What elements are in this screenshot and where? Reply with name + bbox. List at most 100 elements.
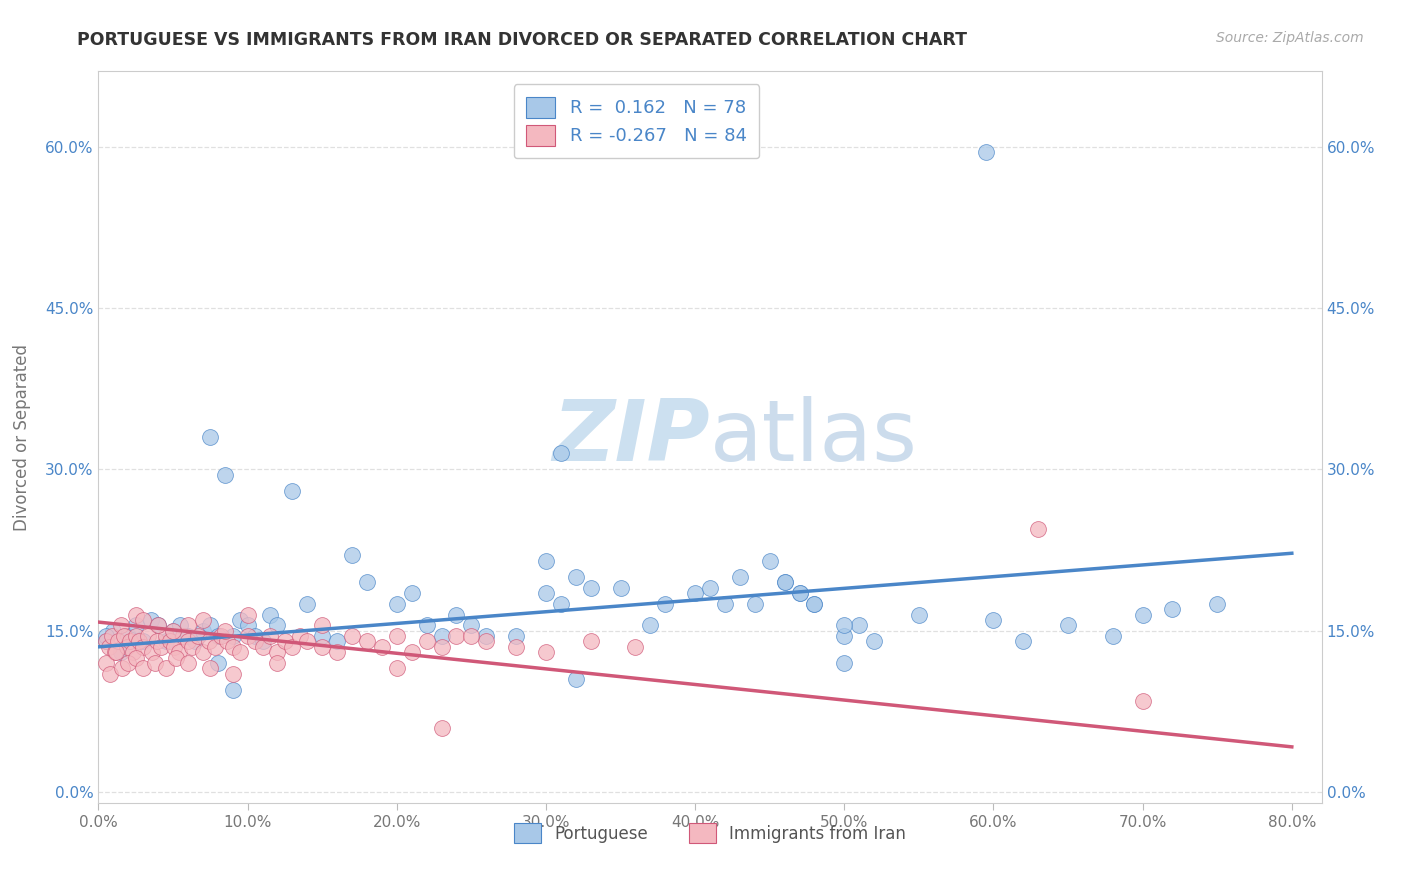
Point [550, 446, 572, 460]
Point [191, 613, 214, 627]
Point [177, 634, 200, 648]
Point [162, 624, 184, 638]
Point [983, 613, 1005, 627]
Point [430, 721, 453, 735]
Point [177, 629, 200, 643]
Point [281, 640, 304, 654]
Point [534, 554, 557, 568]
Point [94, 656, 117, 670]
Point [97, 640, 120, 654]
Point [274, 634, 297, 648]
Point [579, 581, 602, 595]
Point [832, 629, 855, 643]
Point [243, 634, 266, 648]
Point [1132, 607, 1154, 622]
Point [221, 666, 243, 681]
Point [974, 145, 997, 159]
Point [177, 618, 200, 632]
Point [200, 618, 222, 632]
Point [446, 629, 468, 643]
Point [187, 629, 209, 643]
Point [155, 629, 177, 643]
Point [401, 645, 423, 659]
Point [125, 618, 148, 632]
Point [385, 661, 408, 675]
Point [112, 629, 135, 643]
Point [326, 645, 349, 659]
Point [1132, 693, 1154, 707]
Point [1057, 618, 1080, 632]
Point [200, 661, 222, 675]
Point [159, 634, 181, 648]
Point [773, 575, 796, 590]
Y-axis label: Divorced or Separated: Divorced or Separated [13, 343, 31, 531]
Point [150, 640, 173, 654]
Point [115, 640, 138, 654]
Point [534, 586, 557, 600]
Point [640, 618, 662, 632]
Point [252, 640, 274, 654]
Point [311, 640, 333, 654]
Point [117, 656, 139, 670]
Point [162, 624, 184, 638]
Point [136, 629, 159, 643]
Point [163, 640, 186, 654]
Point [125, 650, 148, 665]
Point [773, 575, 796, 590]
Point [311, 629, 333, 643]
Point [155, 661, 177, 675]
Point [1206, 597, 1229, 611]
Point [207, 629, 229, 643]
Point [565, 672, 588, 686]
Point [128, 634, 150, 648]
Point [243, 629, 266, 643]
Point [236, 629, 259, 643]
Point [475, 634, 498, 648]
Point [204, 640, 226, 654]
Point [259, 607, 281, 622]
Point [475, 629, 498, 643]
Point [579, 634, 602, 648]
Point [415, 618, 437, 632]
Point [415, 634, 437, 648]
Point [177, 656, 200, 670]
Point [236, 618, 259, 632]
Point [848, 618, 870, 632]
Point [654, 597, 676, 611]
Point [172, 629, 194, 643]
Point [101, 629, 124, 643]
Point [132, 613, 155, 627]
Point [209, 629, 232, 643]
Point [110, 645, 132, 659]
Point [94, 634, 117, 648]
Point [259, 629, 281, 643]
Point [311, 618, 333, 632]
Point [1026, 521, 1049, 535]
Point [908, 607, 931, 622]
Point [430, 629, 453, 643]
Point [460, 629, 482, 643]
Point [184, 634, 207, 648]
Point [789, 586, 811, 600]
Point [281, 483, 304, 498]
Point [191, 624, 214, 638]
Point [728, 570, 751, 584]
Legend: Portuguese, Immigrants from Iran: Portuguese, Immigrants from Iran [508, 817, 912, 849]
Point [832, 618, 855, 632]
Point [550, 597, 572, 611]
Point [229, 613, 252, 627]
Point [221, 629, 243, 643]
Point [132, 661, 155, 675]
Point [107, 634, 129, 648]
Point [385, 597, 408, 611]
Point [534, 645, 557, 659]
Point [155, 634, 177, 648]
Point [145, 634, 167, 648]
Text: Source: ZipAtlas.com: Source: ZipAtlas.com [1216, 31, 1364, 45]
Point [207, 656, 229, 670]
Point [141, 645, 163, 659]
Point [143, 656, 166, 670]
Point [758, 554, 780, 568]
Text: atlas: atlas [710, 395, 918, 479]
Point [699, 581, 721, 595]
